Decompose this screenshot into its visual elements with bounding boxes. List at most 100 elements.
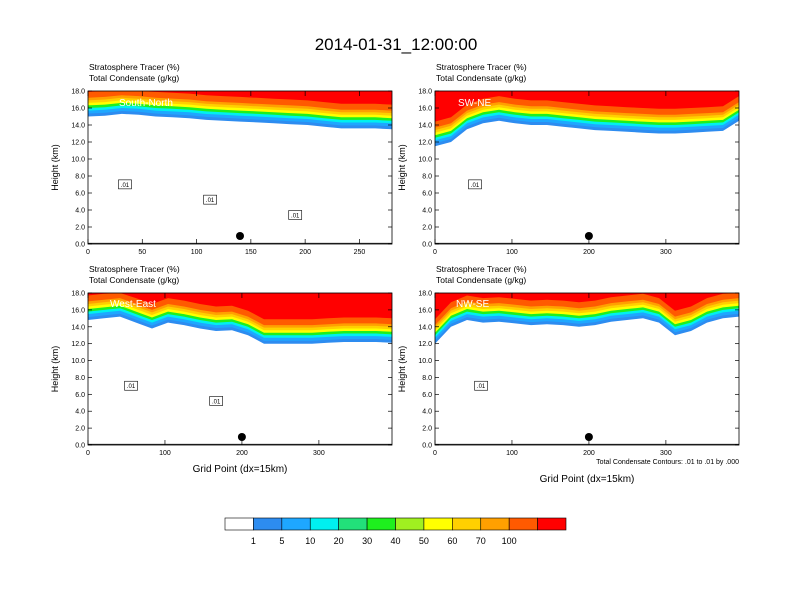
panel-label: SW-NE [458,98,491,109]
contour-label-box [203,194,217,205]
y-tick-label: 4.0 [422,208,432,215]
colorbar-label: 40 [390,536,400,546]
y-tick-label: 2.0 [422,225,432,232]
tracer-band-8 [435,293,739,320]
x-tick-label: 100 [506,249,518,256]
contour-label: .01 [291,213,300,219]
contour-label: .01 [127,384,136,390]
y-tick-label: 4.0 [75,409,85,416]
tracer-band-8 [88,91,392,105]
colorbar-swatch [537,517,567,531]
x-tick-label: 0 [433,249,437,256]
y-tick-label: 12.0 [71,341,85,348]
colorbar-swatch [309,517,339,531]
colorbar-swatch [395,517,425,531]
contour-label-box [288,210,303,220]
colorbar-label: 10 [305,536,315,546]
panel-title-line-2: Total Condensate (g/kg) [89,275,179,285]
x-axis-label: Grid Point (dx=15km) [540,474,635,485]
y-tick-label: 0.0 [75,242,85,249]
x-tick-label: 200 [236,450,248,457]
plot-area-west-east [88,293,392,445]
panel-title-line-1: Stratosphere Tracer (%) [89,264,180,274]
x-tick-label: 200 [583,450,595,457]
x-tick-label: 100 [159,450,171,457]
y-tick-label: 0.0 [422,242,432,249]
x-tick-label: 0 [86,450,90,457]
axes-nw-se: .01 0.0 2.0 4.0 6.0 8.0 10.0 12.0 14.0 16.0 18.0 0 1… [397,291,739,457]
x-tick-label: 150 [245,249,257,256]
y-tick-label: 18.0 [418,291,432,298]
colorbar-swatch [508,517,538,531]
colorbar-label: 50 [419,536,429,546]
axes-south-north: .01 .01 .01 0.0 2.0 4.0 6.0 8.0 10.0 12.0 14.0 16.0… [50,89,392,256]
panel-label: South-North [119,98,173,109]
x-tick-label: 300 [313,450,325,457]
x-tick-label: 100 [191,249,203,256]
x-tick-label: 200 [583,249,595,256]
colorbar-label: 20 [334,536,344,546]
colorbar-label: 60 [447,536,457,546]
colorbar-swatch [253,517,283,531]
plot-frame [87,292,393,446]
axes-sw-ne: .01 0.0 2.0 4.0 6.0 8.0 10.0 12.0 14.0 16.0 18.0 0 1… [397,89,739,256]
contour-label: .01 [206,198,215,204]
panel-title-line-2: Total Condensate (g/kg) [436,73,526,83]
y-tick-label: 0.0 [75,443,85,450]
y-tick-label: 8.0 [75,375,85,382]
plot-area-nw-se [435,293,739,445]
y-tick-label: 16.0 [71,106,85,113]
colorbar-swatch [480,517,510,531]
location-marker [237,433,246,441]
tracer-band-8 [88,293,392,320]
x-tick-label: 200 [299,249,311,256]
contour-label: .01 [121,183,130,189]
y-tick-label: 2.0 [422,426,432,433]
y-tick-label: 18.0 [71,89,85,96]
y-tick-label: 8.0 [75,174,85,181]
colorbar: 1 5 10 20 30 40 50 60 70 100 [224,517,567,546]
footnote: Total Condensate Contours: .01 to .01 by… [596,459,739,466]
contour-label: .01 [477,384,486,390]
y-axis-label: Height (km) [397,144,407,191]
y-axis-label: Height (km) [50,346,60,393]
x-tick-label: 0 [433,450,437,457]
contour-label-box [209,396,223,406]
location-marker [584,232,593,240]
y-tick-label: 12.0 [418,341,432,348]
y-tick-label: 10.0 [418,358,432,365]
y-tick-label: 4.0 [75,208,85,215]
y-tick-label: 8.0 [422,375,432,382]
colorbar-label: 30 [362,536,372,546]
y-tick-label: 16.0 [418,106,432,113]
colorbar-label: 70 [476,536,486,546]
plot-area-south-north [88,91,392,244]
x-tick-label: 100 [506,450,518,457]
contour-label-box [124,380,138,391]
y-tick-label: 14.0 [418,324,432,331]
plot-area-sw-ne [435,91,739,244]
plot-frame [434,292,740,446]
y-tick-label: 2.0 [75,426,85,433]
colorbar-swatch [224,517,254,531]
y-tick-label: 18.0 [71,291,85,298]
y-tick-label: 6.0 [75,392,85,399]
x-tick-label: 50 [138,249,146,256]
plot-frame [87,90,393,245]
location-marker [584,433,593,441]
panel-title-line-1: Stratosphere Tracer (%) [436,62,527,72]
y-tick-label: 12.0 [71,140,85,147]
panel-west-east: Stratosphere Tracer (%) Total Condensate… [50,264,393,475]
panel-title-line-2: Total Condensate (g/kg) [436,275,526,285]
colorbar-label: 1 [251,536,256,546]
colorbar-swatch [338,517,368,531]
y-tick-label: 4.0 [422,409,432,416]
y-tick-label: 12.0 [418,140,432,147]
tracer-band-8 [435,91,739,122]
colorbar-swatch [452,517,482,531]
colorbar-label: 100 [502,536,517,546]
contour-label-box [118,179,132,190]
panel-south-north: Stratosphere Tracer (%) Total Condensate… [50,62,393,256]
y-tick-label: 16.0 [71,307,85,314]
